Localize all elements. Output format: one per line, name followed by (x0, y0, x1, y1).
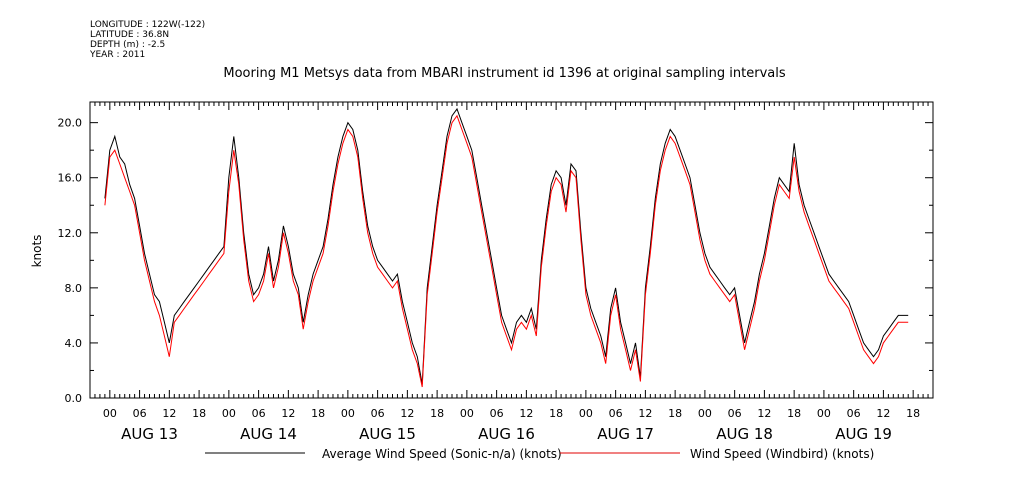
x-hour-label: 12 (876, 407, 890, 420)
x-hour-label: 18 (192, 407, 206, 420)
longitude-text: LONGITUDE : 122W(-122) (90, 20, 206, 30)
series-line-wind-speed-windbird (104, 114, 909, 388)
x-hour-label: 00 (103, 407, 117, 420)
metadata-block: LONGITUDE : 122W(-122) LATITUDE : 36.8N … (90, 20, 205, 60)
y-tick-label: 4.0 (65, 337, 83, 350)
x-day-label: AUG 13 (121, 425, 178, 443)
x-hour-label: 06 (847, 407, 861, 420)
x-hour-label: 00 (222, 407, 236, 420)
x-hour-label: 00 (579, 407, 593, 420)
x-hour-label: 00 (341, 407, 355, 420)
y-tick-label: 0.0 (65, 392, 83, 405)
x-hour-label: 18 (549, 407, 563, 420)
x-hour-label: 00 (817, 407, 831, 420)
latitude-text: LATITUDE : 36.8N (90, 30, 170, 40)
series-line-average-wind-speed (104, 107, 909, 385)
x-hour-label: 06 (609, 407, 623, 420)
x-hour-label: 00 (698, 407, 712, 420)
y-tick-label: 16.0 (58, 172, 83, 185)
y-axis: 0.0 4.0 8.0 12.0 16.0 20.0 (58, 117, 933, 405)
x-hour-label: 06 (252, 407, 266, 420)
series-layer (104, 107, 909, 388)
x-hour-label: 12 (757, 407, 771, 420)
x-hour-label: 00 (460, 407, 474, 420)
x-day-label: AUG 14 (240, 425, 297, 443)
x-hour-label: 12 (638, 407, 652, 420)
year-text: YEAR : 2011 (90, 50, 146, 60)
x-hour-label: 12 (519, 407, 533, 420)
x-hour-label: 18 (668, 407, 682, 420)
x-day-label: AUG 17 (597, 425, 654, 443)
y-axis-label: knots (30, 235, 44, 268)
legend: Average Wind Speed (Sonic-n/a) (knots) W… (205, 447, 874, 461)
y-tick-label: 12.0 (58, 227, 83, 240)
x-hour-label: 18 (787, 407, 801, 420)
chart-title: Mooring M1 Metsys data from MBARI instru… (223, 66, 786, 81)
x-hour-label: 18 (906, 407, 920, 420)
x-hour-label: 12 (400, 407, 414, 420)
depth-text: DEPTH (m) : -2.5 (90, 40, 166, 50)
x-day-label: AUG 19 (835, 425, 892, 443)
x-hour-label: 18 (311, 407, 325, 420)
y-tick-label: 20.0 (58, 117, 83, 130)
x-hour-label: 06 (728, 407, 742, 420)
x-hour-label: 12 (162, 407, 176, 420)
plot-frame (89, 101, 934, 399)
x-hour-label: 06 (371, 407, 385, 420)
y-tick-label: 8.0 (65, 282, 83, 295)
x-hour-label: 12 (281, 407, 295, 420)
x-hour-label: 06 (490, 407, 504, 420)
legend-label-average-wind-speed: Average Wind Speed (Sonic-n/a) (knots) (322, 447, 562, 461)
x-day-label: AUG 15 (359, 425, 416, 443)
legend-label-wind-speed-windbird: Wind Speed (Windbird) (knots) (690, 447, 874, 461)
x-day-label: AUG 16 (478, 425, 535, 443)
x-hour-label: 06 (133, 407, 147, 420)
x-day-label: AUG 18 (716, 425, 773, 443)
x-axis: 00 06 12 18 00 06 12 18 00 06 12 18 00 06 12 18 00 06 12 18… (89, 102, 934, 443)
x-hour-label: 18 (430, 407, 444, 420)
